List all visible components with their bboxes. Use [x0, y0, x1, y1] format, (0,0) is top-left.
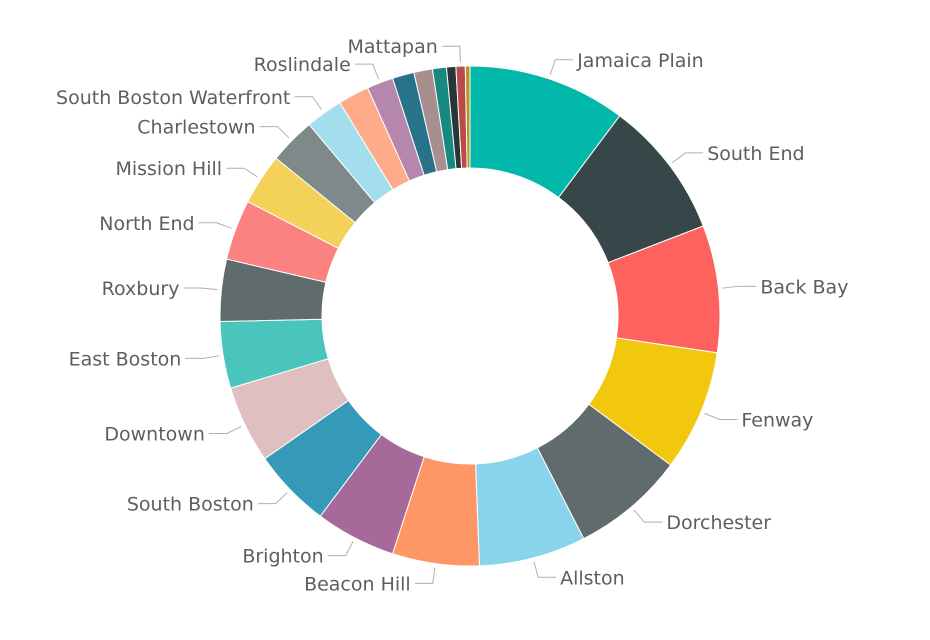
- leader-line-south-end: [672, 152, 704, 163]
- slice-label-mission-hill: Mission Hill: [115, 158, 222, 180]
- slice-label-south-boston: South Boston: [127, 494, 254, 516]
- slice-label-fenway: Fenway: [741, 410, 813, 432]
- leader-line-jamaica-plain: [549, 59, 574, 76]
- slice-label-allston: Allston: [560, 567, 625, 589]
- leader-line-fenway: [704, 412, 738, 421]
- slice-labels: Jamaica Plain South End Back Bay Fenway Dorc…: [56, 36, 848, 595]
- slice-label-dorchester: Dorchester: [666, 512, 771, 534]
- leader-line-east-boston: [185, 355, 220, 359]
- slice-label-south-end: South End: [707, 143, 804, 165]
- slice-label-jamaica-plain: Jamaica Plain: [576, 50, 704, 72]
- donut-slices: [219, 65, 721, 567]
- slice-label-north-end: North End: [99, 213, 194, 235]
- leader-line-brighton: [327, 541, 354, 557]
- leader-line-mission-hill: [226, 167, 258, 178]
- slice-label-east-boston: East Boston: [69, 348, 182, 370]
- leader-line-mattapan: [441, 45, 461, 63]
- leader-line-north-end: [198, 222, 232, 229]
- leader-line-back-bay: [722, 285, 757, 289]
- leader-line-downtown: [208, 426, 242, 434]
- slice-label-downtown: Downtown: [104, 423, 205, 445]
- leader-line-roxbury: [183, 287, 218, 291]
- slice-label-brighton: Brighton: [242, 546, 323, 568]
- leader-line-south-boston: [257, 492, 288, 505]
- slice-label-mattapan: Mattapan: [347, 36, 437, 58]
- slice-label-south-boston-waterfront: South Boston Waterfront: [56, 87, 290, 109]
- leader-line-allston: [533, 561, 557, 578]
- slice-unlabeled-23[interactable]: [464, 65, 471, 169]
- slice-label-roxbury: Roxbury: [102, 278, 180, 300]
- leader-line-roslindale: [354, 63, 380, 80]
- slice-label-roslindale: Roslindale: [254, 54, 351, 76]
- leader-line-beacon-hill: [414, 567, 436, 584]
- slice-label-beacon-hill: Beacon Hill: [304, 573, 411, 595]
- leader-line-south-boston-waterfront: [294, 96, 323, 111]
- leader-line-dorchester: [633, 509, 663, 523]
- leader-line-charlestown: [259, 126, 290, 139]
- slice-label-back-bay: Back Bay: [760, 276, 848, 298]
- slice-label-charlestown: Charlestown: [137, 117, 255, 139]
